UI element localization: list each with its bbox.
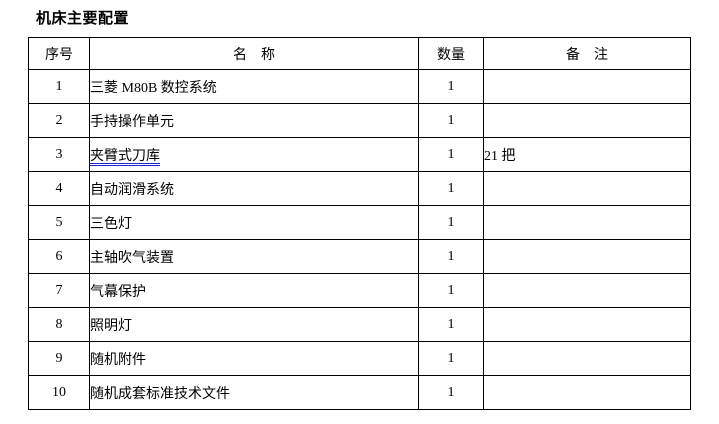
table-row: 6 主轴吹气装置 1 — [28, 239, 691, 274]
cell-qty: 1 — [418, 307, 484, 342]
item-name-underlined: 夹臂式刀库 — [90, 148, 161, 164]
header-qty: 数量 — [418, 37, 484, 70]
cell-remark — [483, 307, 691, 342]
item-name: 三菱 M80B 数控系统 — [90, 80, 217, 96]
item-name: 手持操作单元 — [90, 114, 175, 130]
cell-qty: 1 — [418, 205, 484, 240]
item-name: 随机成套标准技术文件 — [90, 386, 231, 402]
item-name: 自动润滑系统 — [90, 182, 175, 198]
item-name: 主轴吹气装置 — [90, 250, 175, 266]
cell-name: 主轴吹气装置 — [89, 239, 419, 274]
header-no: 序号 — [28, 37, 90, 70]
cell-remark — [483, 239, 691, 274]
header-remark: 备 注 — [483, 37, 691, 70]
cell-name: 手持操作单元 — [89, 103, 419, 138]
cell-remark — [483, 273, 691, 308]
cell-name: 照明灯 — [89, 307, 419, 342]
item-name: 气幕保护 — [90, 284, 147, 300]
cell-qty: 1 — [418, 69, 484, 104]
cell-qty: 1 — [418, 375, 484, 410]
table-row: 8 照明灯 1 — [28, 307, 691, 342]
cell-no: 4 — [28, 171, 90, 206]
table-row: 4 自动润滑系统 1 — [28, 171, 691, 206]
table-header-row: 序号 名 称 数量 备 注 — [28, 37, 691, 70]
cell-remark — [483, 69, 691, 104]
cell-no: 1 — [28, 69, 90, 104]
cell-remark — [483, 341, 691, 376]
table-row: 3 夹臂式刀库 1 21 把 — [28, 137, 691, 172]
cell-no: 3 — [28, 137, 90, 172]
cell-name: 夹臂式刀库 — [89, 137, 419, 172]
cell-name: 随机附件 — [89, 341, 419, 376]
cell-no: 8 — [28, 307, 90, 342]
cell-no: 7 — [28, 273, 90, 308]
cell-qty: 1 — [418, 341, 484, 376]
cell-name: 气幕保护 — [89, 273, 419, 308]
cell-name: 自动润滑系统 — [89, 171, 419, 206]
table-row: 5 三色灯 1 — [28, 205, 691, 240]
table-row: 10 随机成套标准技术文件 1 — [28, 375, 691, 410]
cell-name: 三色灯 — [89, 205, 419, 240]
page-title: 机床主要配置 — [36, 11, 130, 27]
cell-no: 9 — [28, 341, 90, 376]
cell-no: 10 — [28, 375, 90, 410]
header-name: 名 称 — [89, 37, 419, 70]
item-name: 三色灯 — [90, 216, 133, 232]
cell-qty: 1 — [418, 273, 484, 308]
item-name: 随机附件 — [90, 352, 147, 368]
cell-remark — [483, 103, 691, 138]
machine-config-table: 序号 名 称 数量 备 注 1 三菱 M80B 数控系统 1 2 手持操作单元 … — [28, 37, 691, 410]
cell-remark — [483, 375, 691, 410]
cell-qty: 1 — [418, 137, 484, 172]
cell-no: 6 — [28, 239, 90, 274]
cell-qty: 1 — [418, 239, 484, 274]
cell-remark — [483, 205, 691, 240]
cell-qty: 1 — [418, 103, 484, 138]
cell-no: 5 — [28, 205, 90, 240]
item-name: 照明灯 — [90, 318, 133, 334]
table-row: 1 三菱 M80B 数控系统 1 — [28, 69, 691, 104]
table-row: 7 气幕保护 1 — [28, 273, 691, 308]
table-row: 9 随机附件 1 — [28, 341, 691, 376]
table-row: 2 手持操作单元 1 — [28, 103, 691, 138]
cell-name: 随机成套标准技术文件 — [89, 375, 419, 410]
cell-name: 三菱 M80B 数控系统 — [89, 69, 419, 104]
cell-no: 2 — [28, 103, 90, 138]
cell-qty: 1 — [418, 171, 484, 206]
cell-remark: 21 把 — [483, 137, 691, 172]
cell-remark — [483, 171, 691, 206]
